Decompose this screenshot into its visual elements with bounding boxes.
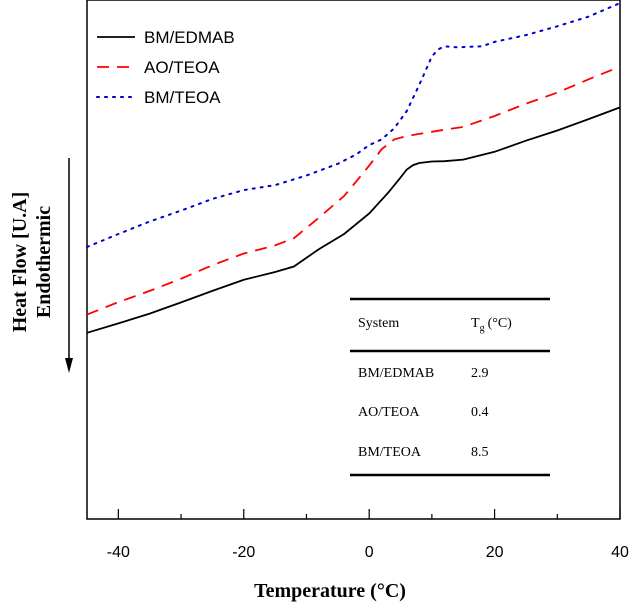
series-group — [86, 2, 621, 334]
table-cell-tg: 0.4 — [471, 405, 489, 420]
y-axis-title-line2: Endothermic — [33, 206, 55, 318]
legend-label-bm-edmab: BM/EDMAB — [144, 28, 235, 47]
table-cell-tg: 2.9 — [471, 366, 489, 381]
legend: BM/EDMAB AO/TEOA BM/TEOA — [96, 28, 235, 107]
table-header-tg-subscript: g — [480, 323, 485, 334]
x-tick-label: 20 — [486, 544, 504, 561]
x-tick-label: -20 — [232, 544, 255, 561]
x-tick-label: 40 — [611, 544, 629, 561]
x-tick-label: -40 — [107, 544, 130, 561]
table-header-system: System — [358, 316, 399, 331]
series-line-bm-edmab — [86, 106, 621, 334]
x-axis-ticks: -40 -20 0 20 40 — [107, 509, 629, 561]
series-line-bm-teoa — [86, 2, 621, 248]
y-axis-title-line1: Heat Flow [U.A] — [9, 192, 31, 333]
endothermic-arrow-icon — [65, 158, 73, 373]
tg-inset-table: System Tg (°C) BM/EDMAB 2.9 AO/TEOA 0.4 B… — [350, 297, 550, 477]
x-tick-label: 0 — [365, 544, 374, 561]
legend-label-ao-teoa: AO/TEOA — [144, 58, 220, 77]
series-line-ao-teoa — [86, 65, 621, 316]
table-cell-system: AO/TEOA — [358, 405, 420, 420]
table-header-tg: Tg (°C) — [471, 316, 512, 334]
table-header-tg-symbol: T — [471, 316, 480, 331]
table-cell-system: BM/EDMAB — [358, 366, 434, 381]
table-cell-system: BM/TEOA — [358, 445, 422, 460]
x-axis-title: Temperature (°C) — [254, 580, 406, 602]
legend-label-bm-teoa: BM/TEOA — [144, 88, 221, 107]
table-header-tg-unit: (°C) — [488, 316, 513, 331]
table-cell-tg: 8.5 — [471, 445, 489, 460]
plot-frame — [86, 0, 621, 520]
